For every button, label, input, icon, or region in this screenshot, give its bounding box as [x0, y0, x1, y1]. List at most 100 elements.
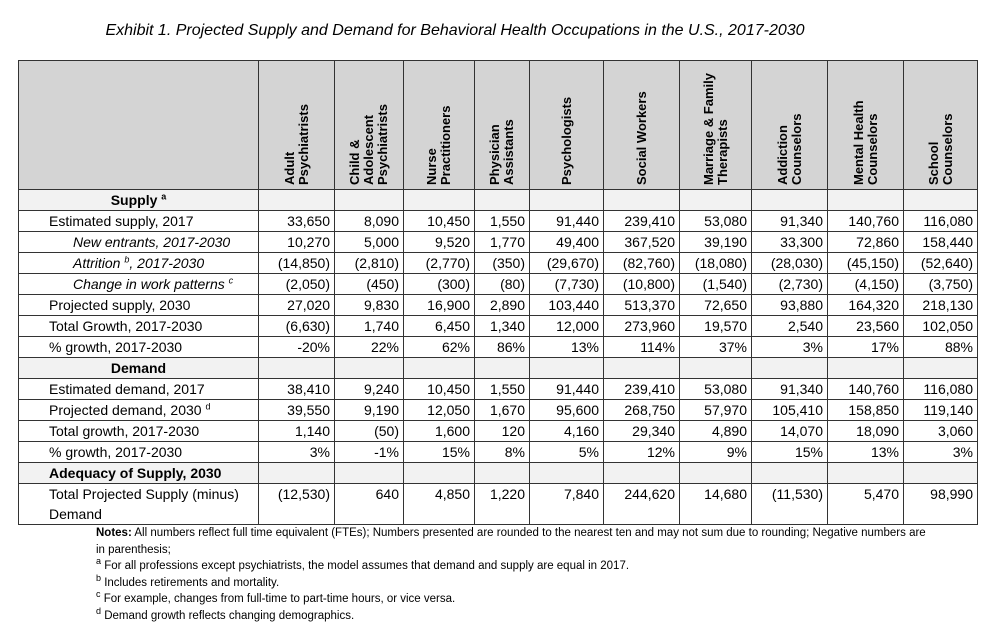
- cell-value: (10,800): [603, 273, 680, 295]
- empty-cell: [529, 357, 604, 379]
- column-header-text: Child & Adolescent Psychiatrists: [347, 104, 390, 185]
- cell-value: 9,190: [334, 399, 404, 421]
- cell-value: 4,850: [403, 483, 475, 525]
- cell-value: 17%: [827, 336, 904, 358]
- footnote-mark: b: [96, 572, 102, 583]
- cell-value: 3%: [258, 441, 335, 463]
- row-label: Total Projected Supply (minus) Demand: [18, 483, 259, 525]
- cell-value: 1,550: [474, 378, 530, 400]
- empty-cell: [903, 357, 978, 379]
- cell-value: 8%: [474, 441, 530, 463]
- data-row: Total Projected Supply (minus) Demand (12…: [18, 483, 978, 525]
- cell-value: 1,770: [474, 231, 530, 253]
- label-text: Estimated demand, 2017: [49, 381, 205, 397]
- footnote: a For all professions except psychiatris…: [96, 557, 926, 575]
- data-row: % growth, 2017-2030 3% -1% 15% 8% 5% 12% 9% 15% 1…: [18, 441, 978, 463]
- cell-value: 72,650: [679, 294, 752, 316]
- cell-value: 3,060: [903, 420, 978, 442]
- label-text: Supply: [110, 192, 158, 208]
- cell-value: 16,900: [403, 294, 475, 316]
- empty-cell: [751, 189, 828, 211]
- label-text: New entrants, 2017-2030: [73, 234, 231, 250]
- column-header-text: Marriage & Family Therapists: [700, 73, 730, 185]
- label-text: Projected supply, 2030: [49, 297, 191, 313]
- column-header-text: School Counselors: [925, 113, 955, 185]
- cell-value: 367,520: [603, 231, 680, 253]
- cell-value: 88%: [903, 336, 978, 358]
- row-label: Total Growth, 2017-2030: [18, 315, 259, 337]
- column-header: Physician Assistants: [474, 60, 530, 190]
- cell-value: 114%: [603, 336, 680, 358]
- row-label: New entrants, 2017-2030: [18, 231, 259, 253]
- cell-value: 5%: [529, 441, 604, 463]
- cell-value: 53,080: [679, 210, 752, 232]
- cell-value: 12,050: [403, 399, 475, 421]
- column-header: Adult Psychiatrists: [258, 60, 335, 190]
- cell-value: 4,890: [679, 420, 752, 442]
- cell-value: (300): [403, 273, 475, 295]
- label-text: Estimated supply, 2017: [49, 213, 194, 229]
- cell-value: 140,760: [827, 210, 904, 232]
- cell-value: 1,600: [403, 420, 475, 442]
- cell-value: (11,530): [751, 483, 828, 525]
- cell-value: 3%: [751, 336, 828, 358]
- cell-value: 57,970: [679, 399, 752, 421]
- footnote-mark: c: [96, 589, 101, 600]
- empty-cell: [334, 357, 404, 379]
- label-text: Adequacy of Supply, 2030: [49, 465, 222, 481]
- cell-value: 39,190: [679, 231, 752, 253]
- label-text: Projected demand, 2030: [49, 402, 202, 418]
- label-text: % growth, 2017-2030: [49, 444, 183, 460]
- cell-value: (18,080): [679, 252, 752, 274]
- data-row: Attrition b, 2017-2030 (14,850) (2,810) (2,…: [18, 252, 978, 274]
- cell-value: 18,090: [827, 420, 904, 442]
- data-row: Projected supply, 2030 27,020 9,830 16,900 2…: [18, 294, 978, 316]
- empty-cell: [474, 462, 530, 484]
- cell-value: 49,400: [529, 231, 604, 253]
- empty-cell: [603, 189, 680, 211]
- cell-value: 12%: [603, 441, 680, 463]
- cell-value: 93,880: [751, 294, 828, 316]
- cell-value: 158,850: [827, 399, 904, 421]
- data-row: Total Growth, 2017-2030 (6,630) 1,740 6,450…: [18, 315, 978, 337]
- row-label: Projected supply, 2030: [18, 294, 259, 316]
- column-header: Child & Adolescent Psychiatrists: [334, 60, 404, 190]
- footnote: c For example, changes from full-time to…: [96, 589, 926, 608]
- cell-value: 119,140: [903, 399, 978, 421]
- cell-value: 10,450: [403, 210, 475, 232]
- table-body: Supply a Estimated supply, 2017 33,650 8,09…: [18, 189, 978, 525]
- cell-value: 5,000: [334, 231, 404, 253]
- data-row: Estimated demand, 2017 38,410 9,240 10,450 1…: [18, 378, 978, 400]
- row-label: Projected demand, 2030 d: [18, 399, 259, 421]
- section-row: Demand: [18, 357, 978, 379]
- cell-value: 164,320: [827, 294, 904, 316]
- label-text: Total growth, 2017-2030: [49, 423, 200, 439]
- cell-value: (82,760): [603, 252, 680, 274]
- empty-cell: [334, 189, 404, 211]
- empty-cell: [403, 462, 475, 484]
- footnote-text: For all professions except psychiatrists…: [104, 560, 630, 572]
- row-label: % growth, 2017-2030: [18, 441, 259, 463]
- cell-value: 273,960: [603, 315, 680, 337]
- empty-cell: [603, 462, 680, 484]
- header-row: Adult Psychiatrists Child & Adolescent Ps…: [18, 60, 978, 190]
- data-row: Total growth, 2017-2030 1,140 (50) 1,600 120…: [18, 420, 978, 442]
- label-text: Attrition: [73, 255, 121, 271]
- corner-cell: [18, 60, 259, 190]
- data-row: Projected demand, 2030 d 39,550 9,190 12,05…: [18, 399, 978, 421]
- cell-value: 103,440: [529, 294, 604, 316]
- cell-value: 120: [474, 420, 530, 442]
- label-text: Total Projected Supply (minus) Demand: [49, 486, 239, 522]
- cell-value: 9%: [679, 441, 752, 463]
- footnote-text: Includes retirements and mortality.: [104, 576, 280, 589]
- cell-value: 39,550: [258, 399, 335, 421]
- cell-value: 13%: [827, 441, 904, 463]
- empty-cell: [258, 189, 335, 211]
- cell-value: 5,470: [827, 483, 904, 525]
- cell-value: 2,540: [751, 315, 828, 337]
- column-header-text: Mental Health Counselors: [850, 100, 880, 185]
- cell-value: 116,080: [903, 210, 978, 232]
- cell-value: (52,640): [903, 252, 978, 274]
- cell-value: (4,150): [827, 273, 904, 295]
- row-label: Total growth, 2017-2030: [18, 420, 259, 442]
